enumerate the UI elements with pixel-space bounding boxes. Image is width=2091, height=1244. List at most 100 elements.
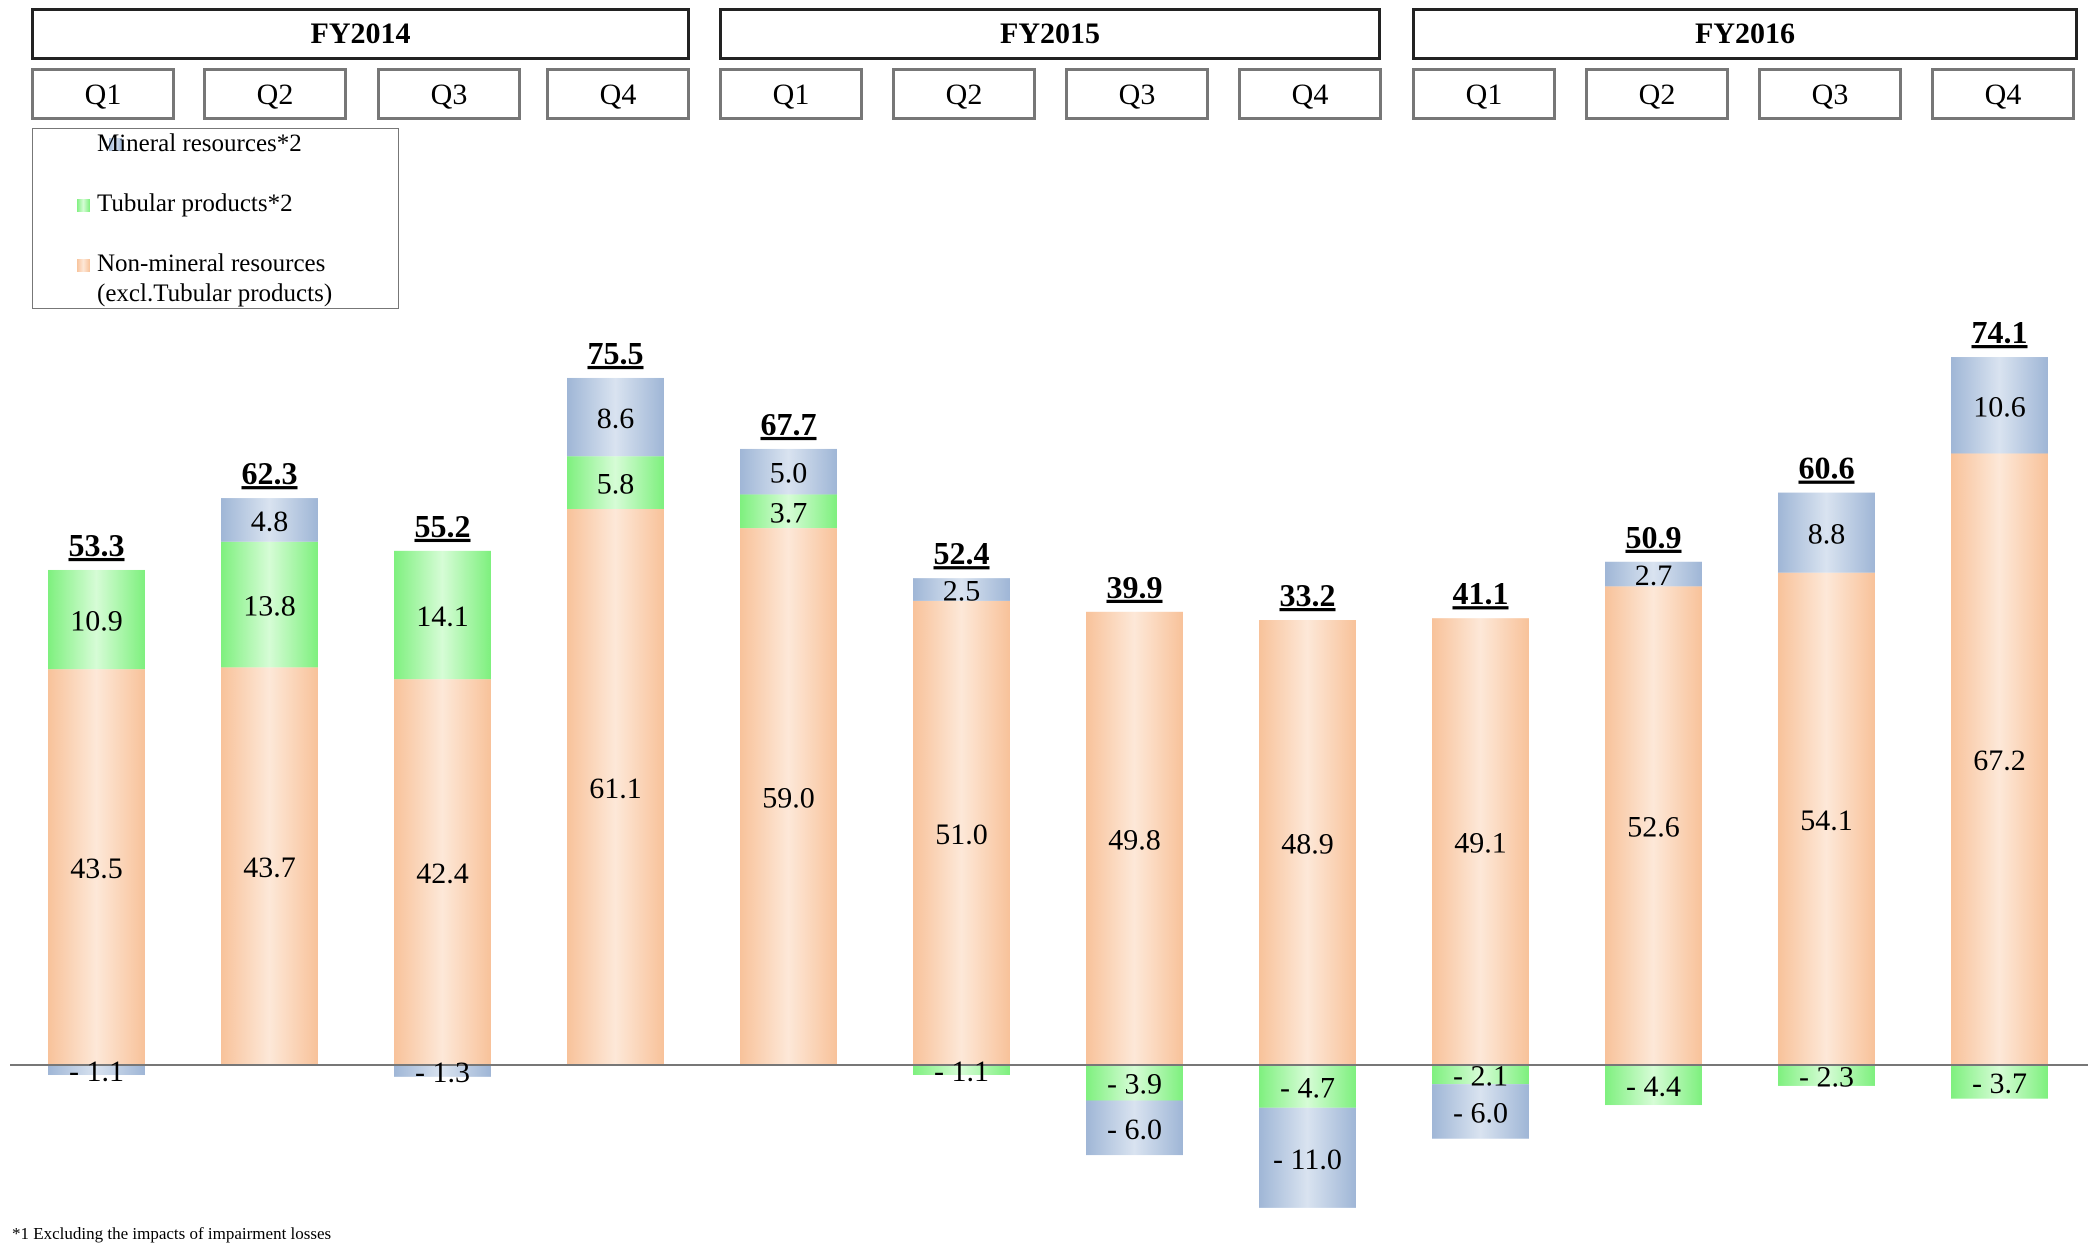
bar-segment-mineral (567, 377, 664, 457)
data-label-non-mineral: 49.8 (1108, 823, 1161, 856)
footnote: *1 Excluding the impacts of impairment l… (12, 1224, 332, 1243)
bar-segment-tubular (1086, 1065, 1183, 1101)
bar-segment-non-mineral (1951, 453, 2048, 1066)
fiscal-year-header-fy2014: FY2014 (31, 8, 690, 60)
quarter-header: Q4 (546, 68, 690, 120)
bar-segment-non-mineral (1432, 618, 1529, 1065)
total-label: 52.4 (934, 535, 990, 571)
quarter-header: Q1 (31, 68, 175, 120)
data-label-non-mineral: 52.6 (1627, 811, 1680, 844)
data-label-mineral: 2.5 (943, 575, 981, 608)
bar-segment-tubular (1605, 1065, 1702, 1106)
data-label-mineral: - 6.0 (1453, 1096, 1508, 1129)
bar-segment-tubular (1778, 1065, 1875, 1086)
total-label: 75.5 (588, 335, 644, 371)
data-label-mineral: - 1.3 (415, 1056, 470, 1089)
legend-label-mineral-resources: Mineral resources*2 (97, 130, 302, 157)
quarter-header: Q2 (203, 68, 347, 120)
quarter-header: Q4 (1238, 68, 1382, 120)
total-label: 55.2 (415, 508, 471, 544)
bar-segment-mineral (394, 1065, 491, 1077)
total-label: 39.9 (1107, 569, 1163, 605)
bar-segment-mineral (740, 448, 837, 495)
total-label: 74.1 (1972, 314, 2028, 350)
quarter-header: Q1 (1412, 68, 1556, 120)
bar-segment-tubular (1259, 1065, 1356, 1108)
bar-segment-mineral (48, 1065, 145, 1076)
data-label-tubular: 10.9 (70, 605, 123, 638)
total-label: 67.7 (761, 406, 817, 442)
data-label-mineral: - 6.0 (1107, 1113, 1162, 1146)
bar-segment-non-mineral (1605, 586, 1702, 1065)
bar-segment-tubular (913, 1065, 1010, 1076)
data-label-non-mineral: 43.5 (70, 852, 123, 885)
bar-segment-tubular (740, 494, 837, 529)
bar-segment-tubular (1951, 1065, 2048, 1099)
fiscal-year-header-fy2015: FY2015 (719, 8, 1381, 60)
legend-label-non-mineral-resources: Non-mineral resources (97, 250, 326, 277)
quarter-header: Q2 (1585, 68, 1729, 120)
bar-segment-mineral (1951, 357, 2048, 454)
legend: Mineral resources*2 Tubular products*2 N… (32, 128, 399, 309)
bar-segment-non-mineral (913, 600, 1010, 1065)
total-label: 33.2 (1280, 577, 1336, 613)
data-label-non-mineral: 61.1 (589, 772, 642, 805)
bar-segment-non-mineral (1086, 611, 1183, 1065)
data-label-non-mineral: 51.0 (935, 818, 988, 851)
legend-swatch-non-mineral (77, 259, 90, 272)
data-label-mineral: - 11.0 (1273, 1143, 1342, 1176)
fiscal-year-header-fy2016: FY2016 (1412, 8, 2078, 60)
data-label-tubular: 14.1 (416, 600, 469, 633)
bar-segment-tubular (48, 569, 145, 670)
bar-segment-mineral (1432, 1084, 1529, 1139)
data-label-tubular: - 3.7 (1972, 1067, 2027, 1100)
bar-segment-mineral (221, 498, 318, 542)
bar-segment-non-mineral (567, 508, 664, 1065)
total-label: 50.9 (1626, 519, 1682, 555)
data-label-non-mineral: 59.0 (762, 782, 815, 815)
data-label-mineral: 8.6 (597, 402, 635, 435)
bar-segment-non-mineral (740, 528, 837, 1065)
data-label-non-mineral: 67.2 (1973, 744, 2026, 777)
bar-segment-tubular (1432, 1065, 1529, 1085)
data-label-tubular: 13.8 (243, 590, 296, 623)
bar-segment-mineral (1605, 561, 1702, 587)
bar-segment-mineral (1259, 1107, 1356, 1208)
bar-segment-tubular (394, 550, 491, 680)
bar-segment-mineral (1086, 1100, 1183, 1156)
data-label-non-mineral: 54.1 (1800, 804, 1853, 837)
bar-segment-non-mineral (221, 667, 318, 1065)
data-label-tubular: - 4.4 (1626, 1070, 1681, 1103)
total-label: 41.1 (1453, 575, 1509, 611)
quarter-header: Q1 (719, 68, 863, 120)
total-label: 60.6 (1799, 450, 1855, 486)
bar-segment-tubular (567, 456, 664, 509)
data-label-mineral: 4.8 (251, 505, 289, 538)
quarter-header: Q3 (1065, 68, 1209, 120)
total-label: 62.3 (242, 455, 298, 491)
bar-segment-non-mineral (1259, 620, 1356, 1065)
data-label-mineral: 8.8 (1808, 518, 1846, 551)
data-label-tubular: - 3.9 (1107, 1068, 1162, 1101)
quarter-header: Q4 (1931, 68, 2075, 120)
data-label-non-mineral: 42.4 (416, 857, 469, 890)
data-label-mineral: 10.6 (1973, 390, 2026, 423)
data-label-tubular: - 1.1 (934, 1055, 989, 1088)
data-label-non-mineral: 48.9 (1281, 828, 1334, 861)
quarter-header: Q2 (892, 68, 1036, 120)
quarter-header: Q3 (1758, 68, 1902, 120)
quarter-header: Q3 (377, 68, 521, 120)
bar-segment-tubular (221, 541, 318, 668)
bar-segment-non-mineral (394, 679, 491, 1065)
bar-segment-mineral (913, 578, 1010, 601)
data-label-tubular: - 2.3 (1799, 1060, 1854, 1093)
legend-swatch-mineral (109, 138, 122, 151)
data-label-tubular: 3.7 (770, 496, 808, 529)
bar-segment-mineral (1778, 492, 1875, 573)
data-label-non-mineral: 49.1 (1454, 827, 1507, 860)
legend-swatch-tubular (77, 199, 90, 212)
data-label-tubular: - 4.7 (1280, 1071, 1335, 1104)
data-label-tubular: - 2.1 (1453, 1060, 1508, 1093)
data-label-mineral: 2.7 (1635, 559, 1673, 592)
